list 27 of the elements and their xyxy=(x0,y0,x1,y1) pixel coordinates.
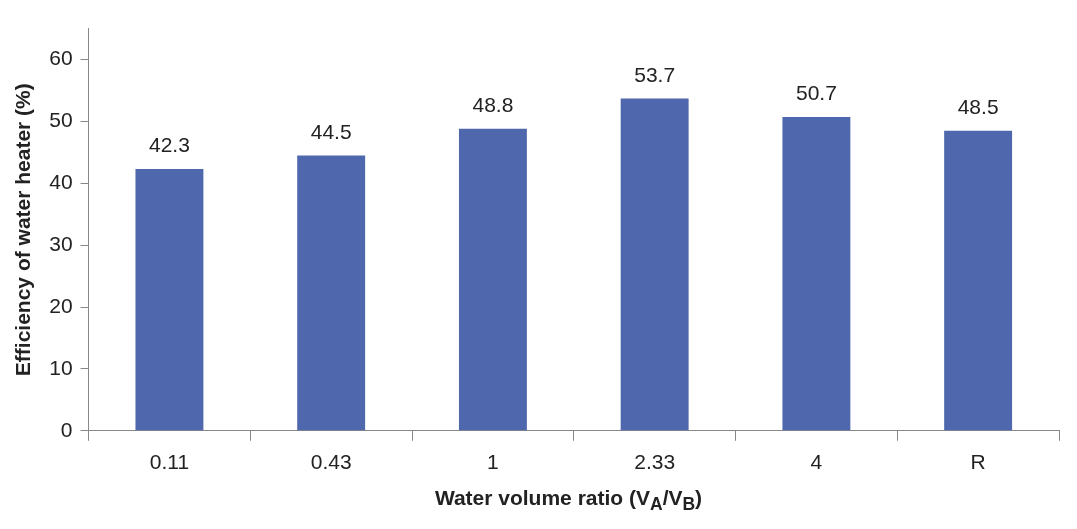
data-label: 53.7 xyxy=(634,62,676,86)
x-tick-label: 2.33 xyxy=(634,450,676,474)
y-tick-label: 0 xyxy=(60,417,73,441)
data-label: 44.5 xyxy=(310,119,352,143)
x-tick-label: 0.43 xyxy=(310,450,352,474)
bar xyxy=(782,117,851,431)
x-tick-label: 0.11 xyxy=(149,450,190,474)
y-tick-label: 10 xyxy=(49,355,73,379)
x-tick-label: R xyxy=(970,450,986,474)
data-label: 48.5 xyxy=(957,94,999,118)
y-axis-title: Efficiency of water heater (%) xyxy=(11,83,35,377)
bar xyxy=(297,155,366,431)
data-label: 42.3 xyxy=(148,133,190,157)
y-tick-label: 60 xyxy=(49,46,73,70)
bar xyxy=(620,98,689,431)
bar xyxy=(135,169,204,431)
data-label: 48.8 xyxy=(472,93,514,117)
y-tick-label: 40 xyxy=(49,170,73,194)
bar xyxy=(458,128,527,431)
bar xyxy=(944,130,1013,431)
x-tick-label: 4 xyxy=(810,450,823,474)
y-tick-label: 50 xyxy=(49,108,73,132)
y-tick-label: 20 xyxy=(49,293,73,317)
data-label: 50.7 xyxy=(795,81,837,105)
x-tick-label: 1 xyxy=(487,450,499,474)
x-axis-title: Water volume ratio (V$_{A}$/V$_{B}$) xyxy=(433,486,704,516)
y-tick-label: 30 xyxy=(49,231,73,255)
